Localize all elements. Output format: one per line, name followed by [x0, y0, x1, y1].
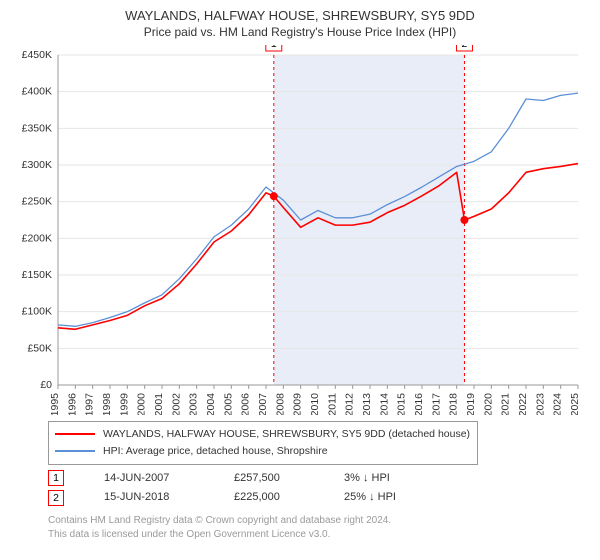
svg-text:2: 2	[462, 45, 468, 50]
svg-text:2019: 2019	[465, 393, 477, 415]
svg-text:2012: 2012	[344, 393, 356, 415]
legend: WAYLANDS, HALFWAY HOUSE, SHREWSBURY, SY5…	[48, 421, 478, 465]
svg-text:1: 1	[271, 45, 277, 50]
svg-text:2005: 2005	[222, 393, 234, 415]
svg-text:£0: £0	[40, 379, 52, 391]
svg-text:2007: 2007	[257, 393, 269, 415]
marker-pct: 25% ↓ HPI	[344, 488, 434, 508]
legend-item: WAYLANDS, HALFWAY HOUSE, SHREWSBURY, SY5…	[55, 426, 471, 443]
chart-area: £0 £50K £100K £150K £200K £250K £300K £350K £400…	[8, 45, 592, 415]
footnote-line: Contains HM Land Registry data © Crown c…	[48, 514, 592, 528]
marker-row: 1 14-JUN-2007 £257,500 3% ↓ HPI	[48, 469, 592, 489]
svg-text:2001: 2001	[153, 393, 165, 415]
line-chart-svg: £0 £50K £100K £150K £200K £250K £300K £350K £400…	[8, 45, 592, 415]
svg-text:2008: 2008	[274, 393, 286, 415]
svg-text:2013: 2013	[361, 393, 373, 415]
marker-date: 15-JUN-2018	[104, 488, 194, 508]
svg-text:2015: 2015	[396, 393, 408, 415]
svg-text:£100K: £100K	[22, 306, 52, 318]
title-sub: Price paid vs. HM Land Registry's House …	[8, 25, 592, 39]
svg-text:2024: 2024	[552, 393, 564, 415]
svg-text:£200K: £200K	[22, 232, 52, 244]
svg-text:£400K: £400K	[22, 86, 52, 98]
svg-text:2010: 2010	[309, 393, 321, 415]
svg-text:£300K: £300K	[22, 159, 52, 171]
svg-text:1996: 1996	[66, 393, 78, 415]
svg-text:2003: 2003	[188, 393, 200, 415]
footnote-line: This data is licensed under the Open Gov…	[48, 528, 592, 542]
chart-container: WAYLANDS, HALFWAY HOUSE, SHREWSBURY, SY5…	[0, 0, 600, 546]
svg-text:2021: 2021	[500, 393, 512, 415]
marker-pct: 3% ↓ HPI	[344, 469, 434, 489]
svg-text:2000: 2000	[136, 393, 148, 415]
marker-index-box: 2	[48, 490, 64, 506]
legend-swatch	[55, 450, 95, 452]
svg-text:2006: 2006	[240, 393, 252, 415]
svg-text:1999: 1999	[118, 393, 130, 415]
marker-price: £257,500	[234, 469, 304, 489]
legend-label: HPI: Average price, detached house, Shro…	[103, 443, 328, 460]
legend-swatch	[55, 433, 95, 435]
svg-text:2014: 2014	[378, 393, 390, 415]
legend-item: HPI: Average price, detached house, Shro…	[55, 443, 471, 460]
footnote: Contains HM Land Registry data © Crown c…	[48, 514, 592, 542]
svg-text:2009: 2009	[292, 393, 304, 415]
svg-text:2022: 2022	[517, 393, 529, 415]
marker-row: 2 15-JUN-2018 £225,000 25% ↓ HPI	[48, 488, 592, 508]
svg-text:1995: 1995	[49, 393, 61, 415]
svg-text:1997: 1997	[84, 393, 96, 415]
svg-text:1998: 1998	[101, 393, 113, 415]
svg-text:£250K: £250K	[22, 196, 52, 208]
marker-index-box: 1	[48, 470, 64, 486]
svg-text:2002: 2002	[170, 393, 182, 415]
titles: WAYLANDS, HALFWAY HOUSE, SHREWSBURY, SY5…	[8, 8, 592, 39]
svg-text:2018: 2018	[448, 393, 460, 415]
marker-price: £225,000	[234, 488, 304, 508]
svg-text:£450K: £450K	[22, 49, 52, 61]
svg-text:£150K: £150K	[22, 269, 52, 281]
title-main: WAYLANDS, HALFWAY HOUSE, SHREWSBURY, SY5…	[8, 8, 592, 23]
svg-text:2025: 2025	[569, 393, 581, 415]
legend-label: WAYLANDS, HALFWAY HOUSE, SHREWSBURY, SY5…	[103, 426, 470, 443]
svg-text:2020: 2020	[482, 393, 494, 415]
svg-text:£350K: £350K	[22, 122, 52, 134]
svg-text:£50K: £50K	[27, 342, 52, 354]
svg-text:2011: 2011	[326, 393, 338, 415]
svg-text:2017: 2017	[430, 393, 442, 415]
marker-date: 14-JUN-2007	[104, 469, 194, 489]
svg-text:2016: 2016	[413, 393, 425, 415]
marker-table: 1 14-JUN-2007 £257,500 3% ↓ HPI 2 15-JUN…	[48, 469, 592, 509]
svg-text:2023: 2023	[534, 393, 546, 415]
svg-text:2004: 2004	[205, 393, 217, 415]
